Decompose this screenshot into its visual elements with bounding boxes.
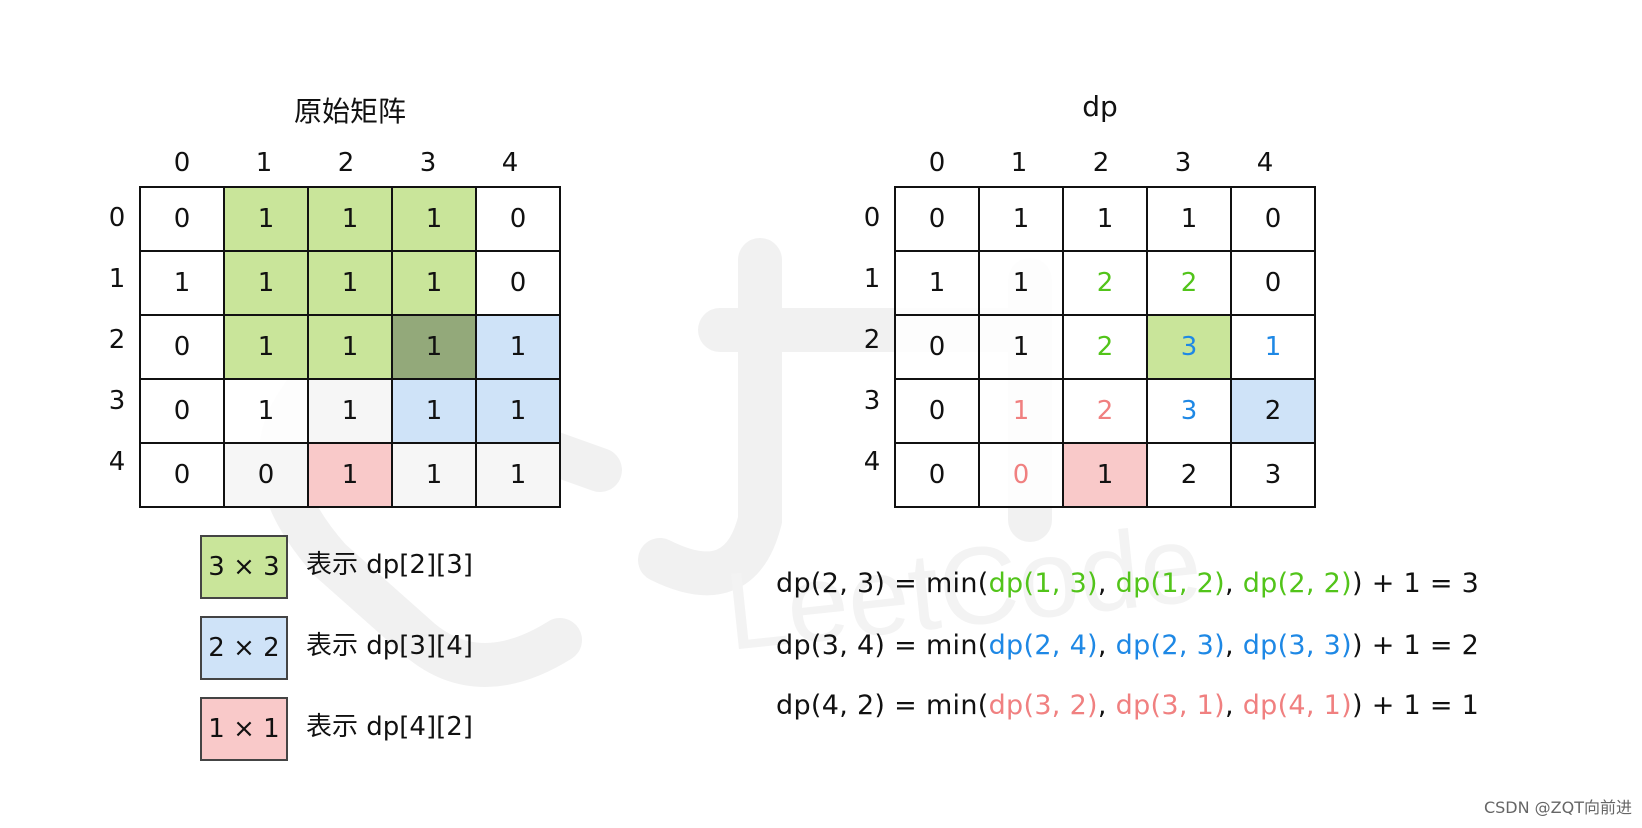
matrix-cell: 0 xyxy=(139,442,225,508)
right-row-header: 2 xyxy=(863,325,881,355)
matrix-cell: 1 xyxy=(391,186,477,252)
matrix-cell: 1 xyxy=(1062,442,1148,508)
matrix-cell: 1 xyxy=(223,186,309,252)
legend-box-1x1: 1 × 1 xyxy=(200,697,288,761)
matrix-cell: 1 xyxy=(307,442,393,508)
matrix-cell: 1 xyxy=(223,378,309,444)
matrix-cell: 0 xyxy=(223,442,309,508)
left-row-header: 2 xyxy=(108,325,126,355)
matrix-cell: 1 xyxy=(1062,186,1148,252)
right-col-header: 4 xyxy=(1256,148,1274,178)
matrix-cell: 1 xyxy=(307,378,393,444)
matrix-cell: 1 xyxy=(307,314,393,380)
matrix-cell: 1 xyxy=(978,378,1064,444)
matrix-cell: 1 xyxy=(978,250,1064,316)
matrix-cell: 1 xyxy=(894,250,980,316)
left-row-header: 4 xyxy=(108,447,126,477)
matrix-cell: 0 xyxy=(894,186,980,252)
matrix-cell: 0 xyxy=(139,378,225,444)
matrix-cell: 1 xyxy=(223,250,309,316)
left-col-header: 3 xyxy=(419,148,437,178)
original-matrix-title: 原始矩阵 xyxy=(293,95,406,128)
matrix-cell: 1 xyxy=(475,442,561,508)
matrix-cell: 0 xyxy=(475,186,561,252)
legend-text-3x3: 表示 dp[2][3] xyxy=(306,550,473,580)
matrix-cell: 1 xyxy=(391,442,477,508)
matrix-cell: 2 xyxy=(1146,250,1232,316)
matrix-cell: 1 xyxy=(391,314,477,380)
left-col-header: 1 xyxy=(255,148,273,178)
legend-box-3x3: 3 × 3 xyxy=(200,535,288,599)
legend-text-1x1: 表示 dp[4][2] xyxy=(306,712,473,742)
right-col-header: 1 xyxy=(1010,148,1028,178)
left-col-header: 0 xyxy=(173,148,191,178)
matrix-cell: 0 xyxy=(475,250,561,316)
matrix-cell: 0 xyxy=(894,442,980,508)
matrix-cell: 0 xyxy=(894,314,980,380)
right-row-header: 0 xyxy=(863,203,881,233)
matrix-cell: 2 xyxy=(1062,314,1148,380)
matrix-cell: 3 xyxy=(1230,442,1316,508)
matrix-cell: 0 xyxy=(1230,250,1316,316)
matrix-cell: 0 xyxy=(894,378,980,444)
matrix-cell: 1 xyxy=(391,378,477,444)
matrix-cell: 1 xyxy=(978,314,1064,380)
matrix-cell: 0 xyxy=(978,442,1064,508)
matrix-cell: 1 xyxy=(1230,314,1316,380)
right-row-header: 3 xyxy=(863,386,881,416)
matrix-cell: 1 xyxy=(139,250,225,316)
right-row-header: 1 xyxy=(863,264,881,294)
formula-dp-4-2: dp(4, 2) = min(dp(3, 2), dp(3, 1), dp(4,… xyxy=(776,690,1480,721)
csdn-credit: CSDN @ZQT向前进 xyxy=(1483,798,1632,817)
matrix-cell: 1 xyxy=(475,378,561,444)
matrix-cell: 1 xyxy=(978,186,1064,252)
matrix-cell: 0 xyxy=(139,314,225,380)
matrix-cell: 1 xyxy=(307,250,393,316)
matrix-cell: 1 xyxy=(391,250,477,316)
matrix-cell: 1 xyxy=(1146,186,1232,252)
right-col-header: 0 xyxy=(928,148,946,178)
matrix-cell: 2 xyxy=(1146,442,1232,508)
legend-box-2x2: 2 × 2 xyxy=(200,616,288,680)
left-col-header: 2 xyxy=(337,148,355,178)
formula-dp-2-3: dp(2, 3) = min(dp(1, 3), dp(1, 2), dp(2,… xyxy=(776,568,1480,599)
left-row-header: 1 xyxy=(108,264,126,294)
matrix-cell: 1 xyxy=(307,186,393,252)
matrix-cell: 0 xyxy=(139,186,225,252)
right-row-header: 4 xyxy=(863,447,881,477)
matrix-cell: 3 xyxy=(1146,314,1232,380)
matrix-cell: 2 xyxy=(1230,378,1316,444)
dp-matrix-title: dp xyxy=(1082,90,1118,123)
matrix-cell: 3 xyxy=(1146,378,1232,444)
formula-dp-3-4: dp(3, 4) = min(dp(2, 4), dp(2, 3), dp(3,… xyxy=(776,630,1480,661)
right-col-header: 3 xyxy=(1174,148,1192,178)
left-row-header: 3 xyxy=(108,386,126,416)
right-col-header: 2 xyxy=(1092,148,1110,178)
matrix-cell: 2 xyxy=(1062,378,1148,444)
matrix-cell: 0 xyxy=(1230,186,1316,252)
matrix-cell: 1 xyxy=(475,314,561,380)
left-row-header: 0 xyxy=(108,203,126,233)
matrix-cell: 1 xyxy=(223,314,309,380)
legend-text-2x2: 表示 dp[3][4] xyxy=(306,631,473,661)
matrix-cell: 2 xyxy=(1062,250,1148,316)
left-col-header: 4 xyxy=(501,148,519,178)
